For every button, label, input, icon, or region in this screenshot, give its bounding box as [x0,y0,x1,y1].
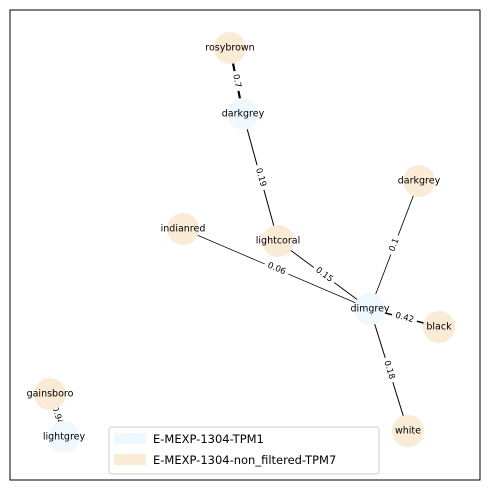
node-dimgrey [354,293,386,325]
legend-box [108,426,380,475]
edge-label-group: 0.42 [390,308,419,328]
node-indianred [167,213,199,245]
edge-label-background [390,308,419,328]
edge-weight-label: 0.7 [230,73,242,88]
edge-label-group: 0.7 [228,69,245,93]
node-label-white: white [395,426,421,437]
legend: E-MEXP-1304-TPM1 E-MEXP-1304-non_filtere… [108,426,380,475]
edge-label-background [385,233,404,257]
edge-labels-layer: 0.70.190.150.060.10.420.180.94 [47,69,419,430]
node-label-gainsboro: gainsboro [27,389,74,400]
edge-label-group: 0.19 [251,163,270,192]
edge-label-background [262,258,291,280]
node-black [423,311,455,343]
legend-swatch-non-filtered-tpm7 [114,454,146,465]
node-label-rosybrown: rosybrown [205,43,254,54]
edge-weight-label: 0.1 [387,237,401,253]
edge-label-background [251,163,270,192]
node-label-lightcoral: lightcoral [256,236,300,247]
edge-label-group: 0.1 [385,233,404,257]
nodes-layer: rosybrown darkgrey darkgrey indianred lightc… [27,32,455,453]
node-rosybrown [214,32,246,64]
edge-label-group: 0.18 [379,355,399,385]
legend-label-tpm1: E-MEXP-1304-TPM1 [153,432,264,446]
node-gainsboro [34,378,66,410]
plot-frame [9,9,481,481]
node-label-darkgrey2: darkgrey [398,176,441,187]
edge-label-background [310,262,338,288]
edge-label-background [379,355,399,385]
node-lightcoral [262,225,294,257]
node-label-darkgrey1: darkgrey [222,109,265,120]
node-white [392,415,424,447]
node-label-dimgrey: dimgrey [350,304,389,315]
edge-weight-label: 0.19 [253,167,268,188]
edge-label-group: 0.15 [310,262,338,288]
edge-label-background [228,69,245,93]
edge-label-group: 0.06 [262,258,291,280]
node-label-indianred: indianred [161,224,206,235]
node-darkgrey2 [403,165,435,197]
node-lightgrey [48,421,80,453]
legend-label-non-filtered-tpm7: E-MEXP-1304-non_filtered-TPM7 [153,453,336,467]
edge-weight-label: 0.42 [394,311,415,325]
node-label-black: black [426,322,452,333]
node-label-lightgrey: lightgrey [43,432,86,443]
legend-swatch-tpm1 [114,433,146,444]
node-darkgrey1 [227,98,259,130]
